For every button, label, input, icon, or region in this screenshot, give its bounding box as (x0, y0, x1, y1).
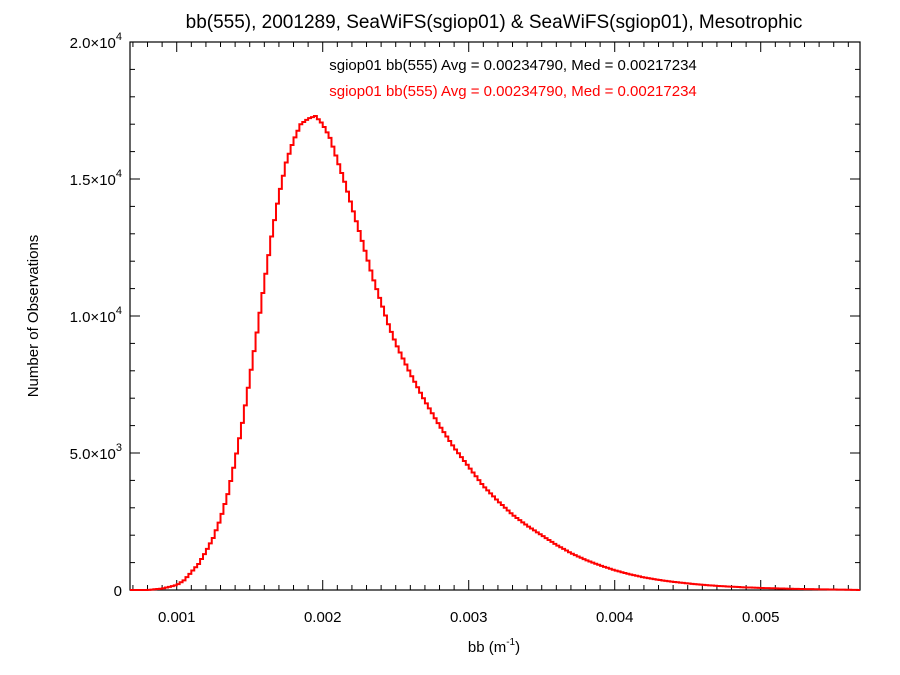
x-tick-label: 0.004 (596, 609, 634, 626)
series-layer (130, 114, 860, 591)
y-tick-label: 5.0×103 (70, 442, 122, 463)
x-tick-label: 0.001 (158, 609, 196, 626)
annotation-text: sgiop01 bb(555) Avg = 0.00234790, Med = … (329, 57, 697, 74)
x-tick-label: 0.002 (304, 609, 342, 626)
x-axis-ticks: 0.001 0.002 0.003 0.004 0.005 (132, 42, 849, 626)
chart-annotations: sgiop01 bb(555) Avg = 0.00234790, Med = … (329, 57, 697, 100)
chart-title: bb(555), 2001289, SeaWiFS(sgiop01) & Sea… (186, 12, 803, 33)
y-tick-label: 1.5×104 (70, 168, 122, 189)
x-axis-title: bb (m-1) (468, 637, 520, 656)
histogram-series-line (130, 114, 860, 591)
y-tick-label: 1.0×104 (70, 305, 122, 326)
x-tick-label: 0.003 (450, 609, 488, 626)
y-axis-ticks: 0 5.0×103 1.0×104 1.5×104 2.0×104 (70, 31, 860, 600)
y-tick-label: 2.0×104 (70, 31, 122, 52)
x-tick-label: 0.005 (742, 609, 780, 626)
annotation-text: sgiop01 bb(555) Avg = 0.00234790, Med = … (329, 83, 697, 100)
y-tick-label: 0 (114, 583, 122, 600)
y-axis-title: Number of Observations (25, 235, 42, 398)
